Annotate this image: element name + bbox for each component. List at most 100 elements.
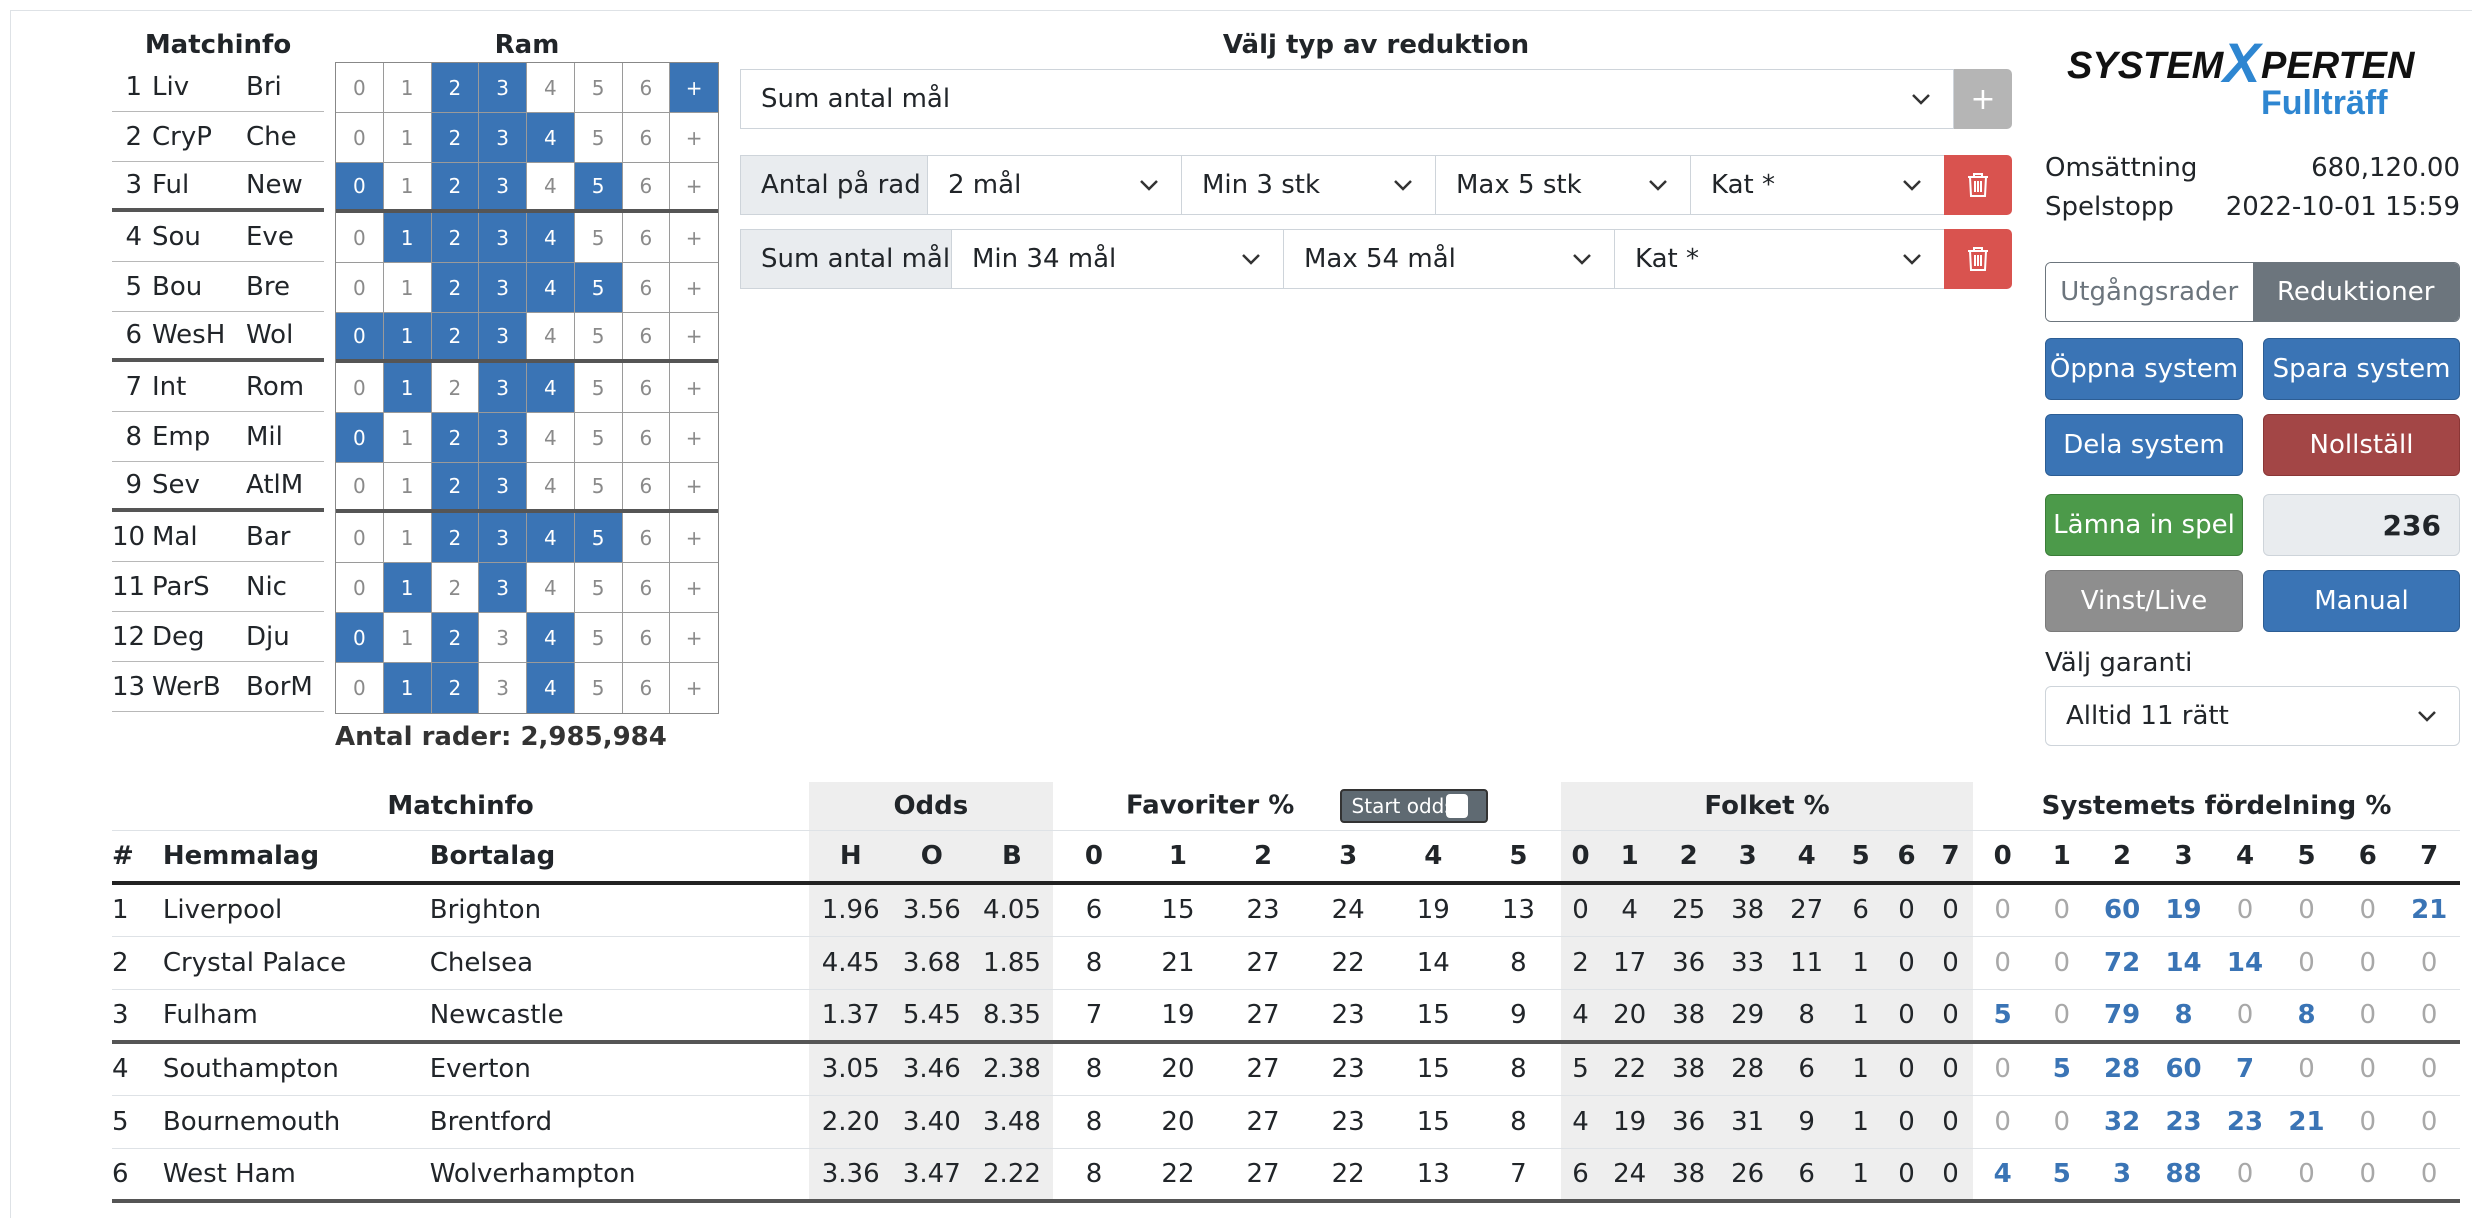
ram-cell[interactable]: 4 — [527, 313, 575, 359]
ram-cell[interactable]: + — [685, 676, 703, 700]
ram-cell[interactable]: 0 — [336, 663, 384, 713]
ram-cell[interactable]: 4 — [527, 563, 575, 612]
ram-cell[interactable]: 2 — [431, 413, 480, 462]
reset-button[interactable]: Nollställ — [2263, 414, 2460, 476]
ram-cell[interactable]: 3 — [479, 463, 527, 509]
ram-cell[interactable]: 2 — [431, 63, 480, 112]
ram-cell[interactable]: 5 — [575, 463, 623, 509]
ram-cell[interactable]: 2 — [431, 663, 480, 713]
reduction-row-2-select-1[interactable]: Min 34 mål — [951, 229, 1284, 289]
ram-cell[interactable]: 3 — [479, 263, 527, 312]
ram-cell[interactable]: 5 — [575, 413, 623, 462]
ram-cell[interactable]: 3 — [479, 363, 527, 412]
open-system-button[interactable]: Öppna system — [2045, 338, 2243, 400]
ram-cell[interactable]: 5 — [574, 513, 623, 562]
ram-cell[interactable]: 3 — [479, 313, 527, 359]
ram-cell[interactable]: 2 — [431, 463, 480, 509]
ram-cell[interactable]: 3 — [479, 613, 527, 662]
ram-cell[interactable]: 6 — [623, 463, 671, 509]
ram-cell[interactable]: 3 — [479, 213, 527, 262]
ram-cell[interactable]: 1 — [383, 563, 432, 612]
ram-cell[interactable]: 1 — [383, 363, 432, 412]
reduction-row-1-select-4[interactable]: Kat * — [1690, 155, 1945, 215]
reduction-row-2-select-3[interactable]: Kat * — [1614, 229, 1945, 289]
ram-cell[interactable]: 0 — [336, 463, 384, 509]
ram-cell[interactable]: 6 — [623, 413, 671, 462]
ram-cell[interactable]: 0 — [336, 163, 384, 209]
share-system-button[interactable]: Dela system — [2045, 414, 2243, 476]
ram-cell[interactable]: 3 — [479, 163, 527, 209]
ram-cell[interactable]: 6 — [623, 613, 671, 662]
delete-reduction-row-1-button[interactable] — [1944, 155, 2012, 215]
ram-cell[interactable]: 6 — [623, 363, 671, 412]
ram-cell[interactable]: 2 — [431, 513, 480, 562]
ram-cell[interactable]: 5 — [574, 163, 623, 209]
ram-cell[interactable]: 4 — [527, 613, 575, 662]
ram-cell[interactable]: 4 — [527, 463, 575, 509]
ram-cell[interactable]: 6 — [623, 263, 671, 312]
delete-reduction-row-2-button[interactable] — [1944, 229, 2012, 289]
reduction-row-1-select-1[interactable]: 2 mål — [927, 155, 1182, 215]
ram-cell[interactable]: 0 — [336, 113, 384, 162]
ram-cell[interactable]: 5 — [575, 113, 623, 162]
ram-cell[interactable]: 1 — [384, 463, 432, 509]
ram-cell[interactable]: 6 — [623, 313, 671, 359]
tab-reduktioner[interactable]: Reduktioner — [2252, 263, 2459, 321]
ram-cell[interactable]: 3 — [479, 563, 527, 612]
ram-cell[interactable]: + — [685, 375, 703, 400]
ram-cell[interactable]: 4 — [527, 63, 575, 112]
reduction-row-1-select-2[interactable]: Min 3 stk — [1181, 155, 1436, 215]
ram-cell[interactable]: + — [670, 63, 718, 112]
ram-cell[interactable]: 1 — [384, 63, 432, 112]
ram-cell[interactable]: 0 — [336, 613, 384, 662]
vinst-live-button[interactable]: Vinst/Live — [2045, 570, 2243, 632]
ram-cell[interactable]: 1 — [384, 613, 432, 662]
start-odds-toggle[interactable]: Start odds — [1339, 788, 1488, 823]
ram-cell[interactable]: 0 — [336, 313, 384, 359]
reduction-row-2-select-2[interactable]: Max 54 mål — [1283, 229, 1615, 289]
ram-cell[interactable]: 1 — [384, 413, 432, 462]
ram-cell[interactable]: 2 — [431, 613, 480, 662]
add-reduction-button[interactable]: + — [1954, 69, 2012, 129]
ram-cell[interactable]: 4 — [527, 163, 575, 209]
ram-cell[interactable]: 3 — [479, 113, 527, 162]
ram-cell[interactable]: + — [685, 225, 703, 250]
ram-cell[interactable]: 0 — [336, 413, 384, 462]
ram-cell[interactable]: 5 — [575, 563, 623, 612]
save-system-button[interactable]: Spara system — [2263, 338, 2460, 400]
ram-cell[interactable]: 4 — [527, 363, 575, 412]
ram-cell[interactable]: 1 — [383, 313, 432, 359]
ram-cell[interactable]: 0 — [336, 63, 384, 112]
ram-cell[interactable]: 4 — [527, 413, 575, 462]
ram-cell[interactable]: 3 — [479, 513, 527, 562]
ram-cell[interactable]: + — [685, 275, 703, 300]
ram-cell[interactable]: + — [685, 324, 703, 348]
ram-cell[interactable]: 3 — [479, 663, 527, 713]
tab-utgangsrader[interactable]: Utgångsrader — [2046, 263, 2253, 321]
ram-cell[interactable]: + — [685, 525, 703, 550]
ram-cell[interactable]: 0 — [336, 213, 384, 262]
ram-cell[interactable]: 6 — [623, 113, 671, 162]
ram-cell[interactable]: 6 — [623, 663, 671, 713]
ram-cell[interactable]: 1 — [384, 263, 432, 312]
reduction-row-1-select-3[interactable]: Max 5 stk — [1435, 155, 1691, 215]
ram-cell[interactable]: 5 — [575, 63, 623, 112]
ram-cell[interactable]: 4 — [527, 663, 575, 713]
ram-cell[interactable]: 6 — [623, 163, 671, 209]
ram-cell[interactable]: + — [685, 474, 703, 498]
ram-cell[interactable]: 2 — [432, 563, 480, 612]
ram-cell[interactable]: 1 — [383, 213, 432, 262]
ram-cell[interactable]: 1 — [384, 163, 432, 209]
ram-cell[interactable]: 2 — [432, 363, 480, 412]
ram-cell[interactable]: 5 — [575, 663, 623, 713]
garanti-select[interactable]: Alltid 11 rätt — [2045, 686, 2460, 746]
ram-cell[interactable]: 6 — [623, 63, 671, 112]
ram-cell[interactable]: 5 — [575, 313, 623, 359]
ram-cell[interactable]: 5 — [575, 213, 623, 262]
ram-cell[interactable]: 1 — [384, 513, 432, 562]
ram-cell[interactable]: + — [685, 575, 703, 600]
ram-cell[interactable]: 0 — [336, 563, 384, 612]
ram-cell[interactable]: + — [685, 125, 703, 150]
ram-cell[interactable]: 5 — [575, 363, 623, 412]
ram-cell[interactable]: 4 — [527, 113, 575, 162]
